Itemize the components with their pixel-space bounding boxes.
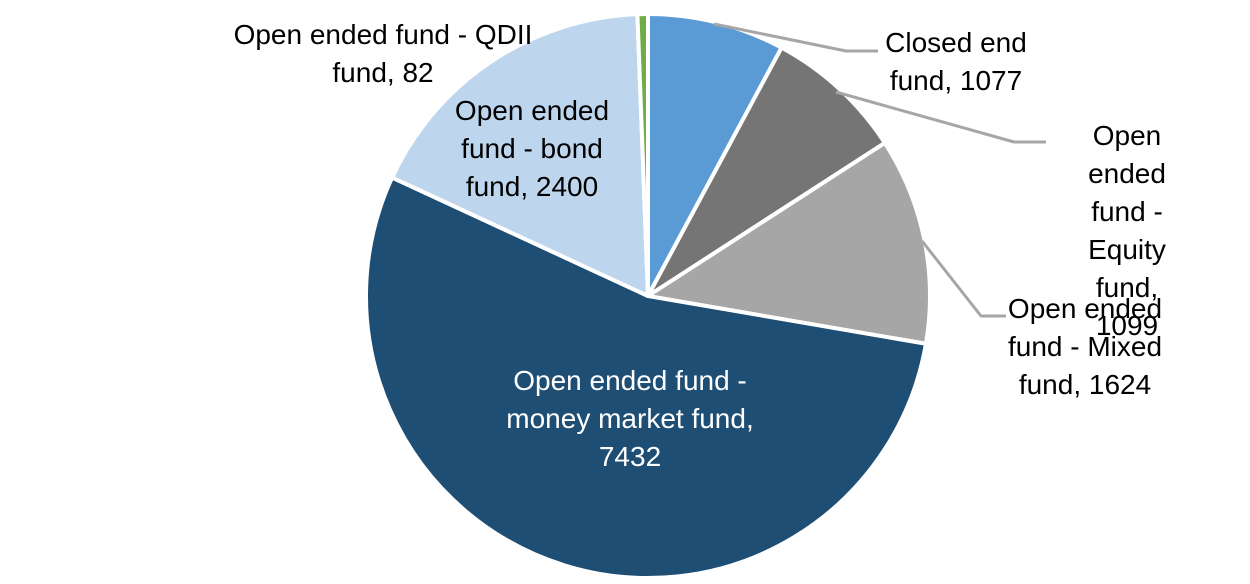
pie-slice-closed-end-fund[interactable]	[646, 12, 784, 298]
pie-slice-open-ended-mixed-fund[interactable]	[646, 140, 932, 346]
pie-slice-open-ended-equity-fund[interactable]	[646, 45, 887, 298]
leader-line-open-ended-mixed-fund	[920, 240, 1006, 318]
leader-line-open-ended-equity-fund	[835, 90, 1046, 144]
pie-slice-open-ended-qdii-fund[interactable]	[635, 12, 650, 298]
pie-slice-open-ended-money-market-fund[interactable]	[364, 175, 928, 580]
leader-line-closed-end-fund	[713, 22, 878, 53]
pie-slice-open-ended-bond-fund[interactable]	[390, 12, 650, 298]
